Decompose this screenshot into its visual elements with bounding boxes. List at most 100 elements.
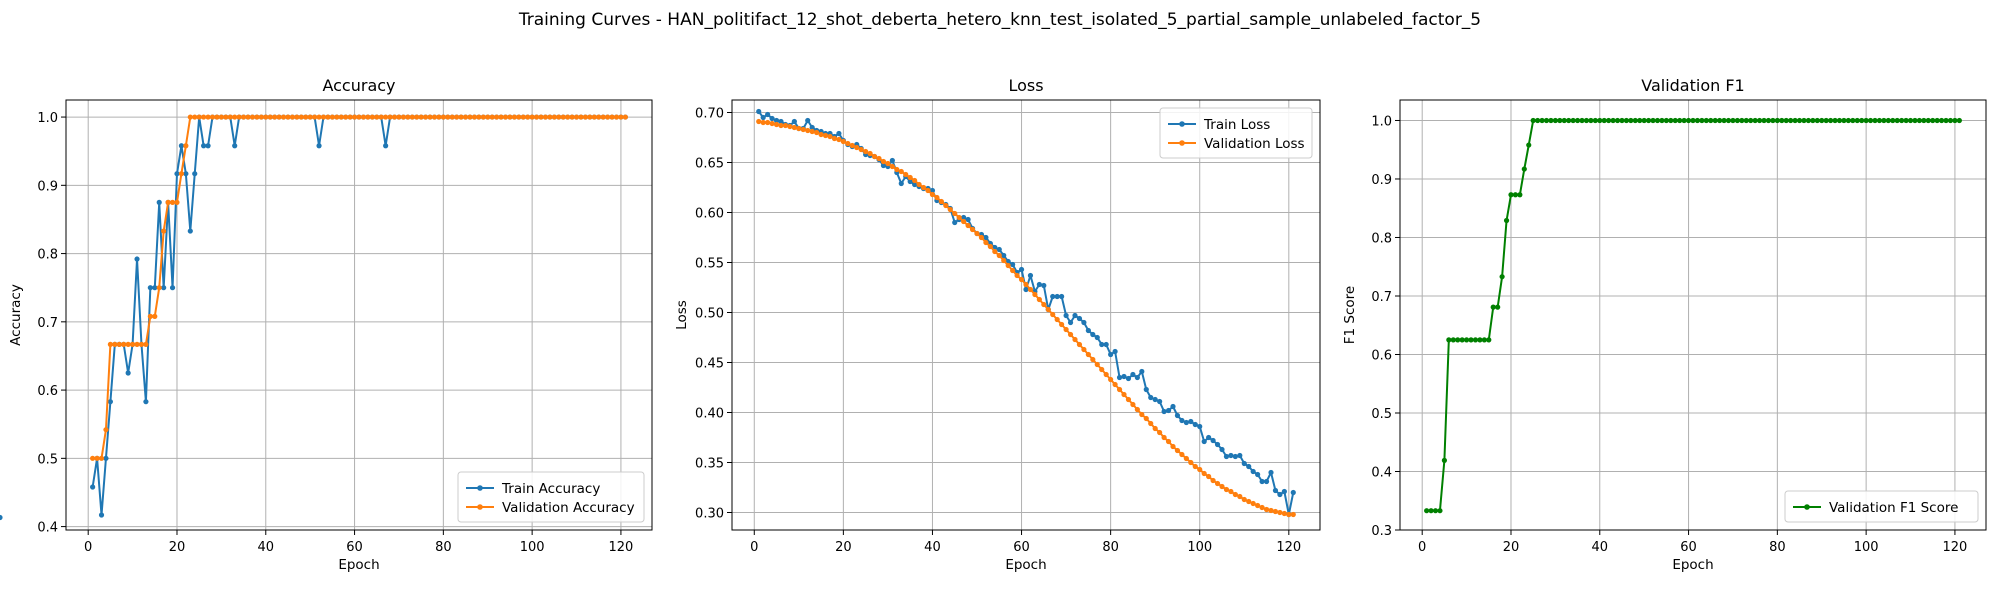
panel-2: 0 20 40 60 80 100 120 0.3 0.4 0.5 0.6 0.7 0.8 0.9 1.0 V… (1342, 76, 1987, 573)
data-point (996, 246, 1002, 253)
data-point (1027, 286, 1034, 293)
data-point (1152, 396, 1158, 403)
data-point (796, 125, 802, 132)
data-point (1054, 316, 1060, 323)
data-point (1134, 406, 1140, 413)
data-point (983, 239, 989, 246)
data-point (249, 114, 256, 120)
data-point (201, 114, 207, 120)
data-point (907, 174, 913, 181)
y-tick-label: 1.0 (1371, 114, 1392, 129)
data-point (880, 158, 887, 165)
data-point (409, 114, 415, 120)
data-point (1112, 381, 1118, 388)
data-point (1526, 142, 1532, 148)
data-point (1032, 291, 1038, 298)
data-point (1268, 469, 1274, 476)
data-point (1881, 117, 1887, 124)
data-point (169, 285, 176, 291)
data-point (1535, 117, 1541, 124)
x-tick-label: 40 (257, 540, 274, 555)
data-point (1290, 489, 1296, 496)
data-point (1530, 117, 1536, 124)
panel-1: 0 20 40 60 80 100 1200.300.350.400.450.500.550… (0, 76, 1321, 573)
figure-suptitle: Training Curves - HAN_politifact_12_shot… (518, 10, 1481, 30)
data-point (547, 114, 553, 120)
data-point (1801, 117, 1807, 124)
data-point (1010, 267, 1016, 274)
data-point (1756, 117, 1763, 124)
data-point (125, 370, 131, 376)
data-point (1717, 117, 1723, 124)
data-point (1836, 117, 1843, 124)
data-point (387, 114, 393, 120)
data-point (1441, 457, 1447, 463)
data-point (1223, 453, 1230, 460)
data-point (232, 114, 238, 120)
data-point (1201, 470, 1207, 477)
data-point (245, 114, 251, 120)
data-point (1943, 117, 1949, 124)
data-point (983, 234, 989, 241)
y-tick-label: 0.55 (695, 257, 724, 272)
data-point (1779, 117, 1785, 124)
data-point (1050, 311, 1056, 318)
data-point (1165, 438, 1172, 445)
data-point (1183, 455, 1189, 462)
data-point (1788, 117, 1794, 124)
data-point (934, 194, 940, 201)
data-point (267, 114, 273, 120)
data-point (1090, 331, 1096, 338)
x-axis-label: Epoch (1005, 557, 1046, 573)
data-point (1228, 488, 1234, 495)
data-point (1183, 419, 1189, 426)
panel-title: Accuracy (322, 76, 395, 95)
data-point (836, 130, 842, 137)
data-point (1246, 498, 1252, 505)
data-point (1495, 304, 1501, 310)
data-point (334, 114, 340, 120)
data-point (1268, 507, 1274, 514)
data-point (1450, 337, 1456, 343)
y-tick-label: 0.5 (1371, 407, 1392, 422)
x-axis-label: Epoch (338, 557, 379, 573)
data-point (396, 114, 402, 120)
panel-title: Loss (1008, 76, 1043, 95)
data-point (1041, 301, 1047, 308)
data-point (1277, 491, 1283, 498)
data-point (1552, 117, 1558, 124)
data-point (613, 114, 620, 120)
data-point (1614, 117, 1621, 124)
data-point (294, 114, 300, 120)
data-point (769, 120, 775, 127)
data-point (1157, 429, 1163, 436)
data-point (1090, 356, 1096, 363)
legend-box (1159, 107, 1313, 159)
data-point (805, 127, 811, 134)
data-point (502, 114, 509, 120)
data-point (596, 114, 602, 120)
data-point (516, 114, 522, 120)
y-tick-label: 0.6 (37, 384, 58, 399)
data-point (996, 252, 1002, 259)
data-point (605, 114, 611, 120)
data-point (1005, 262, 1011, 269)
data-point (1712, 117, 1718, 124)
data-point (107, 399, 113, 405)
data-point (1566, 117, 1572, 124)
data-point (1103, 371, 1109, 378)
data-point (1517, 192, 1523, 198)
data-point (369, 114, 375, 120)
data-point (520, 114, 526, 120)
data-point (196, 114, 202, 120)
data-point (920, 184, 927, 191)
legend-label: Train Loss (1203, 117, 1270, 133)
x-tick-label: 20 (1503, 540, 1520, 555)
data-point (867, 150, 873, 157)
data-point (1272, 508, 1279, 515)
data-point (1899, 117, 1905, 124)
data-point (1067, 331, 1074, 338)
data-point (94, 455, 100, 461)
data-point (418, 114, 424, 120)
data-point (1859, 117, 1865, 124)
